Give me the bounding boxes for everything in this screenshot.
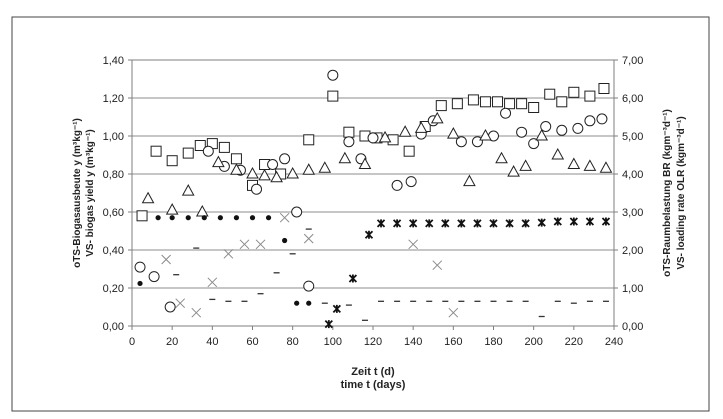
square-point bbox=[137, 211, 147, 221]
x-tick-label: 120 bbox=[364, 336, 382, 348]
square-point bbox=[493, 97, 503, 107]
dot-point bbox=[137, 281, 142, 286]
dot-point bbox=[170, 215, 175, 220]
square-point bbox=[529, 103, 539, 113]
square-point bbox=[404, 146, 414, 156]
left-axis-label-english: VS- biogas yield y (m³kg⁻¹) bbox=[85, 129, 96, 257]
square-point bbox=[167, 156, 177, 166]
circle-point bbox=[392, 180, 402, 190]
right-tick-label: 7,00 bbox=[622, 55, 643, 67]
left-tick-label: 1,20 bbox=[103, 93, 124, 105]
circle-point bbox=[149, 272, 159, 282]
x-axis-label: Zeit t (d) bbox=[351, 366, 395, 378]
x-tick-label: 240 bbox=[605, 336, 623, 348]
dot-point bbox=[250, 215, 255, 220]
x-tick-label: 220 bbox=[565, 336, 583, 348]
square-point bbox=[328, 91, 338, 101]
x-axis-label-english: time t (days) bbox=[341, 379, 406, 391]
circle-point bbox=[597, 114, 607, 124]
left-axis-label: oTS-Biogasausbeute y (m³kg⁻¹) bbox=[72, 118, 83, 268]
square-point bbox=[585, 91, 595, 101]
square-point bbox=[304, 135, 314, 145]
square-point bbox=[151, 146, 161, 156]
circle-point bbox=[517, 127, 527, 137]
dot-point bbox=[186, 215, 191, 220]
square-point bbox=[452, 99, 462, 109]
dot-point bbox=[294, 301, 299, 306]
right-axis-label: oTS-Raumbelastung BR (kgm⁻³d⁻¹) bbox=[662, 109, 673, 277]
circle-point bbox=[304, 281, 314, 291]
right-tick-label: 4,00 bbox=[622, 169, 643, 181]
x-tick-label: 80 bbox=[287, 336, 299, 348]
dot-point bbox=[234, 215, 239, 220]
square-point bbox=[517, 99, 527, 109]
circle-point bbox=[344, 137, 354, 147]
right-tick-label: 6,00 bbox=[622, 93, 643, 105]
square-point bbox=[505, 99, 515, 109]
dot-point bbox=[282, 238, 287, 243]
circle-point bbox=[406, 177, 416, 187]
x-tick-label: 100 bbox=[324, 336, 342, 348]
x-tick-label: 0 bbox=[129, 336, 135, 348]
square-point bbox=[545, 89, 555, 99]
dot-point bbox=[306, 301, 311, 306]
x-tick-label: 20 bbox=[166, 336, 178, 348]
left-tick-label: 0,60 bbox=[103, 207, 124, 219]
left-tick-label: 0,20 bbox=[103, 283, 124, 295]
circle-point bbox=[268, 160, 278, 170]
right-tick-label: 1,00 bbox=[622, 283, 643, 295]
dot-point bbox=[156, 215, 161, 220]
dot-point bbox=[202, 215, 207, 220]
x-tick-label: 140 bbox=[404, 336, 422, 348]
circle-point bbox=[557, 125, 567, 135]
circle-point bbox=[585, 116, 595, 126]
left-tick-label: 0,40 bbox=[103, 245, 124, 257]
dot-point bbox=[266, 215, 271, 220]
circle-point bbox=[292, 207, 302, 217]
circle-point bbox=[203, 146, 213, 156]
square-point bbox=[183, 148, 193, 158]
square-point bbox=[231, 154, 241, 164]
square-point bbox=[436, 101, 446, 111]
circle-point bbox=[501, 108, 511, 118]
circle-point bbox=[252, 184, 262, 194]
square-point bbox=[599, 84, 609, 94]
right-tick-label: 3,00 bbox=[622, 207, 643, 219]
right-tick-label: 5,00 bbox=[622, 131, 643, 143]
square-point bbox=[219, 142, 229, 152]
circle-point bbox=[280, 154, 290, 164]
circle-point bbox=[135, 262, 145, 272]
circle-point bbox=[573, 123, 583, 133]
right-tick-label: 2,00 bbox=[622, 245, 643, 257]
x-tick-label: 60 bbox=[246, 336, 258, 348]
square-point bbox=[480, 97, 490, 107]
left-tick-label: 1,40 bbox=[103, 55, 124, 67]
x-tick-label: 180 bbox=[484, 336, 502, 348]
left-tick-label: 1,00 bbox=[103, 131, 124, 143]
x-tick-label: 40 bbox=[206, 336, 218, 348]
x-tick-label: 200 bbox=[524, 336, 542, 348]
square-point bbox=[344, 127, 354, 137]
square-point bbox=[557, 97, 567, 107]
right-axis-label-english: VS- loading rate OLR (kgm⁻³d⁻¹) bbox=[676, 116, 687, 269]
circle-point bbox=[328, 70, 338, 80]
square-point bbox=[569, 87, 579, 97]
square-point bbox=[468, 95, 478, 105]
circle-point bbox=[368, 133, 378, 143]
dot-point bbox=[218, 215, 223, 220]
left-tick-label: 0,80 bbox=[103, 169, 124, 181]
right-tick-label: 0,00 bbox=[622, 321, 643, 333]
left-tick-label: 0,00 bbox=[103, 321, 124, 333]
x-tick-label: 160 bbox=[444, 336, 462, 348]
circle-point bbox=[165, 302, 175, 312]
